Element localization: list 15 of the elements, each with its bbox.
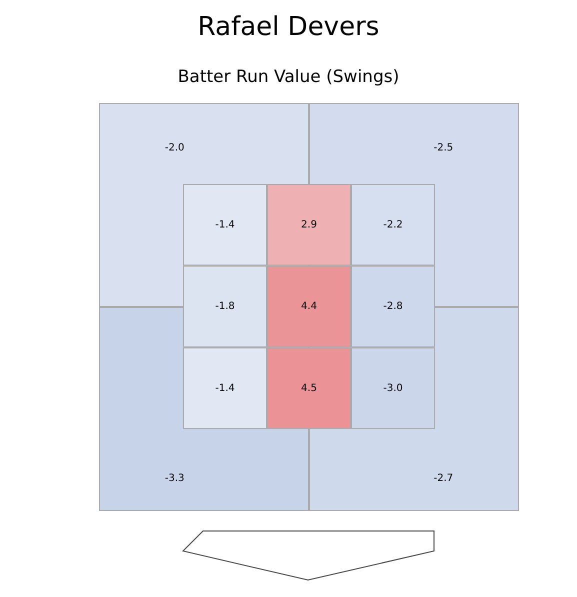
data-label: -2.7 <box>434 472 454 484</box>
chart-subtitle: Batter Run Value (Swings) <box>176 67 400 87</box>
data-label: 4.5 <box>301 382 317 394</box>
data-label: -2.0 <box>164 142 184 154</box>
data-label: -2.8 <box>383 301 403 312</box>
data-label: -3.3 <box>164 472 184 484</box>
data-label: 2.9 <box>301 219 317 230</box>
data-label: -1.8 <box>215 301 235 312</box>
chart-title: Rafael Devers <box>196 12 380 42</box>
data-label: -2.5 <box>434 142 454 154</box>
data-label: -1.4 <box>215 382 235 394</box>
data-label: -3.0 <box>383 382 403 394</box>
data-label: 4.4 <box>301 301 317 312</box>
data-label: -1.4 <box>215 219 235 230</box>
data-label: -2.2 <box>383 219 403 230</box>
